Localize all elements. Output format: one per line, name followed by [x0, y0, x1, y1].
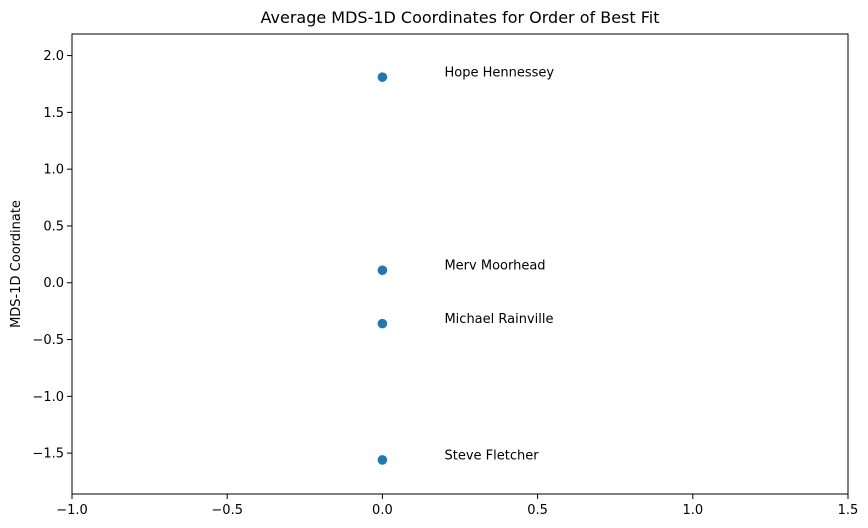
point-label: Merv Moorhead	[444, 259, 545, 274]
y-tick-label: 0.5	[43, 219, 64, 234]
x-tick-label: 0.0	[372, 503, 393, 518]
x-tick-label: 1.0	[682, 503, 703, 518]
y-tick-label: 1.0	[43, 163, 64, 178]
y-axis-label: MDS-1D Coordinate	[9, 200, 24, 328]
data-point	[377, 318, 388, 329]
y-tick-label: −1.5	[32, 447, 64, 462]
data-point	[377, 455, 388, 465]
point-label: Michael Rainville	[444, 312, 553, 327]
data-points	[377, 72, 388, 465]
x-tick-label: −1.0	[56, 503, 88, 518]
y-tick-label: −1.0	[32, 390, 64, 405]
y-axis: −1.5 −1.0 −0.5 0.0 0.5 1.0 1.5 2.0	[32, 49, 72, 462]
point-label: Hope Hennessey	[444, 66, 554, 81]
x-tick-label: −0.5	[211, 503, 243, 518]
x-tick-label: 1.5	[838, 503, 859, 518]
x-tick-label: 0.5	[527, 503, 548, 518]
y-tick-label: 2.0	[43, 49, 64, 64]
point-labels: Hope Hennessey Merv Moorhead Michael Rainv…	[444, 66, 554, 464]
point-label: Steve Fletcher	[444, 448, 539, 463]
y-tick-label: 0.0	[43, 276, 64, 291]
data-point	[377, 72, 388, 82]
y-tick-label: 1.5	[43, 106, 64, 121]
y-tick-label: −0.5	[32, 333, 64, 348]
x-axis: −1.0 −0.5 0.0 0.5 1.0 1.5	[56, 494, 858, 518]
chart-title: Average MDS-1D Coordinates for Order of …	[261, 8, 660, 27]
plot-area: −1.0 −0.5 0.0 0.5 1.0 1.5 −1.5 −1.0 −0.5 0.0 0.5 1…	[32, 33, 858, 518]
data-point	[377, 265, 388, 276]
plot-frame	[71, 33, 849, 495]
